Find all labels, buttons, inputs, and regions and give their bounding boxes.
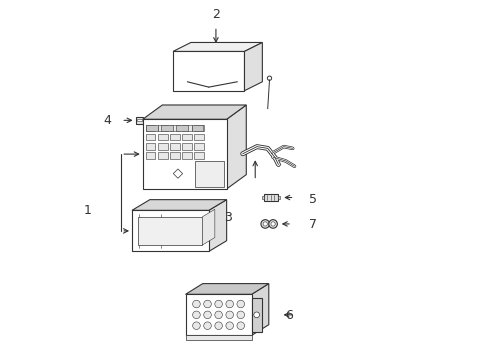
Polygon shape: [264, 194, 277, 202]
Polygon shape: [191, 125, 203, 131]
Circle shape: [237, 311, 244, 319]
Polygon shape: [157, 143, 167, 149]
Polygon shape: [208, 200, 226, 251]
Circle shape: [214, 300, 222, 308]
Polygon shape: [173, 42, 262, 51]
Text: 4: 4: [103, 114, 111, 127]
Polygon shape: [185, 336, 251, 340]
Text: 2: 2: [212, 8, 220, 21]
Polygon shape: [194, 125, 203, 131]
Polygon shape: [132, 210, 208, 251]
Circle shape: [203, 311, 211, 319]
Polygon shape: [169, 143, 179, 149]
Circle shape: [192, 322, 200, 329]
Polygon shape: [157, 152, 167, 159]
Circle shape: [268, 220, 277, 228]
Polygon shape: [142, 119, 226, 189]
Circle shape: [214, 322, 222, 329]
Polygon shape: [161, 125, 173, 131]
Polygon shape: [142, 105, 246, 119]
Polygon shape: [182, 143, 191, 149]
Polygon shape: [226, 105, 246, 189]
Polygon shape: [194, 134, 203, 140]
Polygon shape: [176, 125, 188, 131]
Polygon shape: [262, 196, 264, 199]
Circle shape: [225, 322, 233, 329]
Polygon shape: [145, 143, 155, 149]
Polygon shape: [132, 200, 226, 210]
Polygon shape: [145, 125, 155, 131]
Circle shape: [203, 322, 211, 329]
Circle shape: [253, 312, 259, 318]
Polygon shape: [194, 161, 224, 187]
Polygon shape: [185, 294, 251, 336]
Polygon shape: [138, 217, 202, 245]
Text: 1: 1: [84, 204, 92, 217]
Polygon shape: [202, 209, 214, 245]
Text: 3: 3: [224, 211, 232, 224]
Circle shape: [270, 222, 275, 226]
Polygon shape: [169, 125, 179, 131]
Polygon shape: [251, 298, 261, 332]
Circle shape: [192, 300, 200, 308]
Polygon shape: [173, 169, 182, 178]
Polygon shape: [173, 51, 244, 91]
Polygon shape: [169, 152, 179, 159]
Polygon shape: [182, 152, 191, 159]
Polygon shape: [251, 284, 268, 336]
Polygon shape: [135, 117, 143, 123]
Polygon shape: [194, 152, 203, 159]
Circle shape: [237, 300, 244, 308]
Polygon shape: [169, 134, 179, 140]
Polygon shape: [145, 134, 155, 140]
Circle shape: [203, 300, 211, 308]
Polygon shape: [244, 42, 262, 91]
Polygon shape: [194, 143, 203, 149]
Circle shape: [225, 311, 233, 319]
Polygon shape: [137, 118, 142, 121]
Polygon shape: [157, 125, 167, 131]
Text: 6: 6: [285, 309, 293, 321]
Polygon shape: [157, 134, 167, 140]
Circle shape: [237, 322, 244, 329]
Circle shape: [192, 311, 200, 319]
Polygon shape: [146, 125, 158, 131]
Polygon shape: [185, 284, 268, 294]
Polygon shape: [277, 196, 279, 199]
Circle shape: [214, 311, 222, 319]
Polygon shape: [182, 134, 191, 140]
Circle shape: [263, 222, 267, 226]
Text: 5: 5: [308, 193, 316, 206]
Polygon shape: [182, 125, 191, 131]
Circle shape: [261, 220, 269, 228]
Text: 7: 7: [308, 218, 316, 231]
Circle shape: [225, 300, 233, 308]
Polygon shape: [145, 152, 155, 159]
